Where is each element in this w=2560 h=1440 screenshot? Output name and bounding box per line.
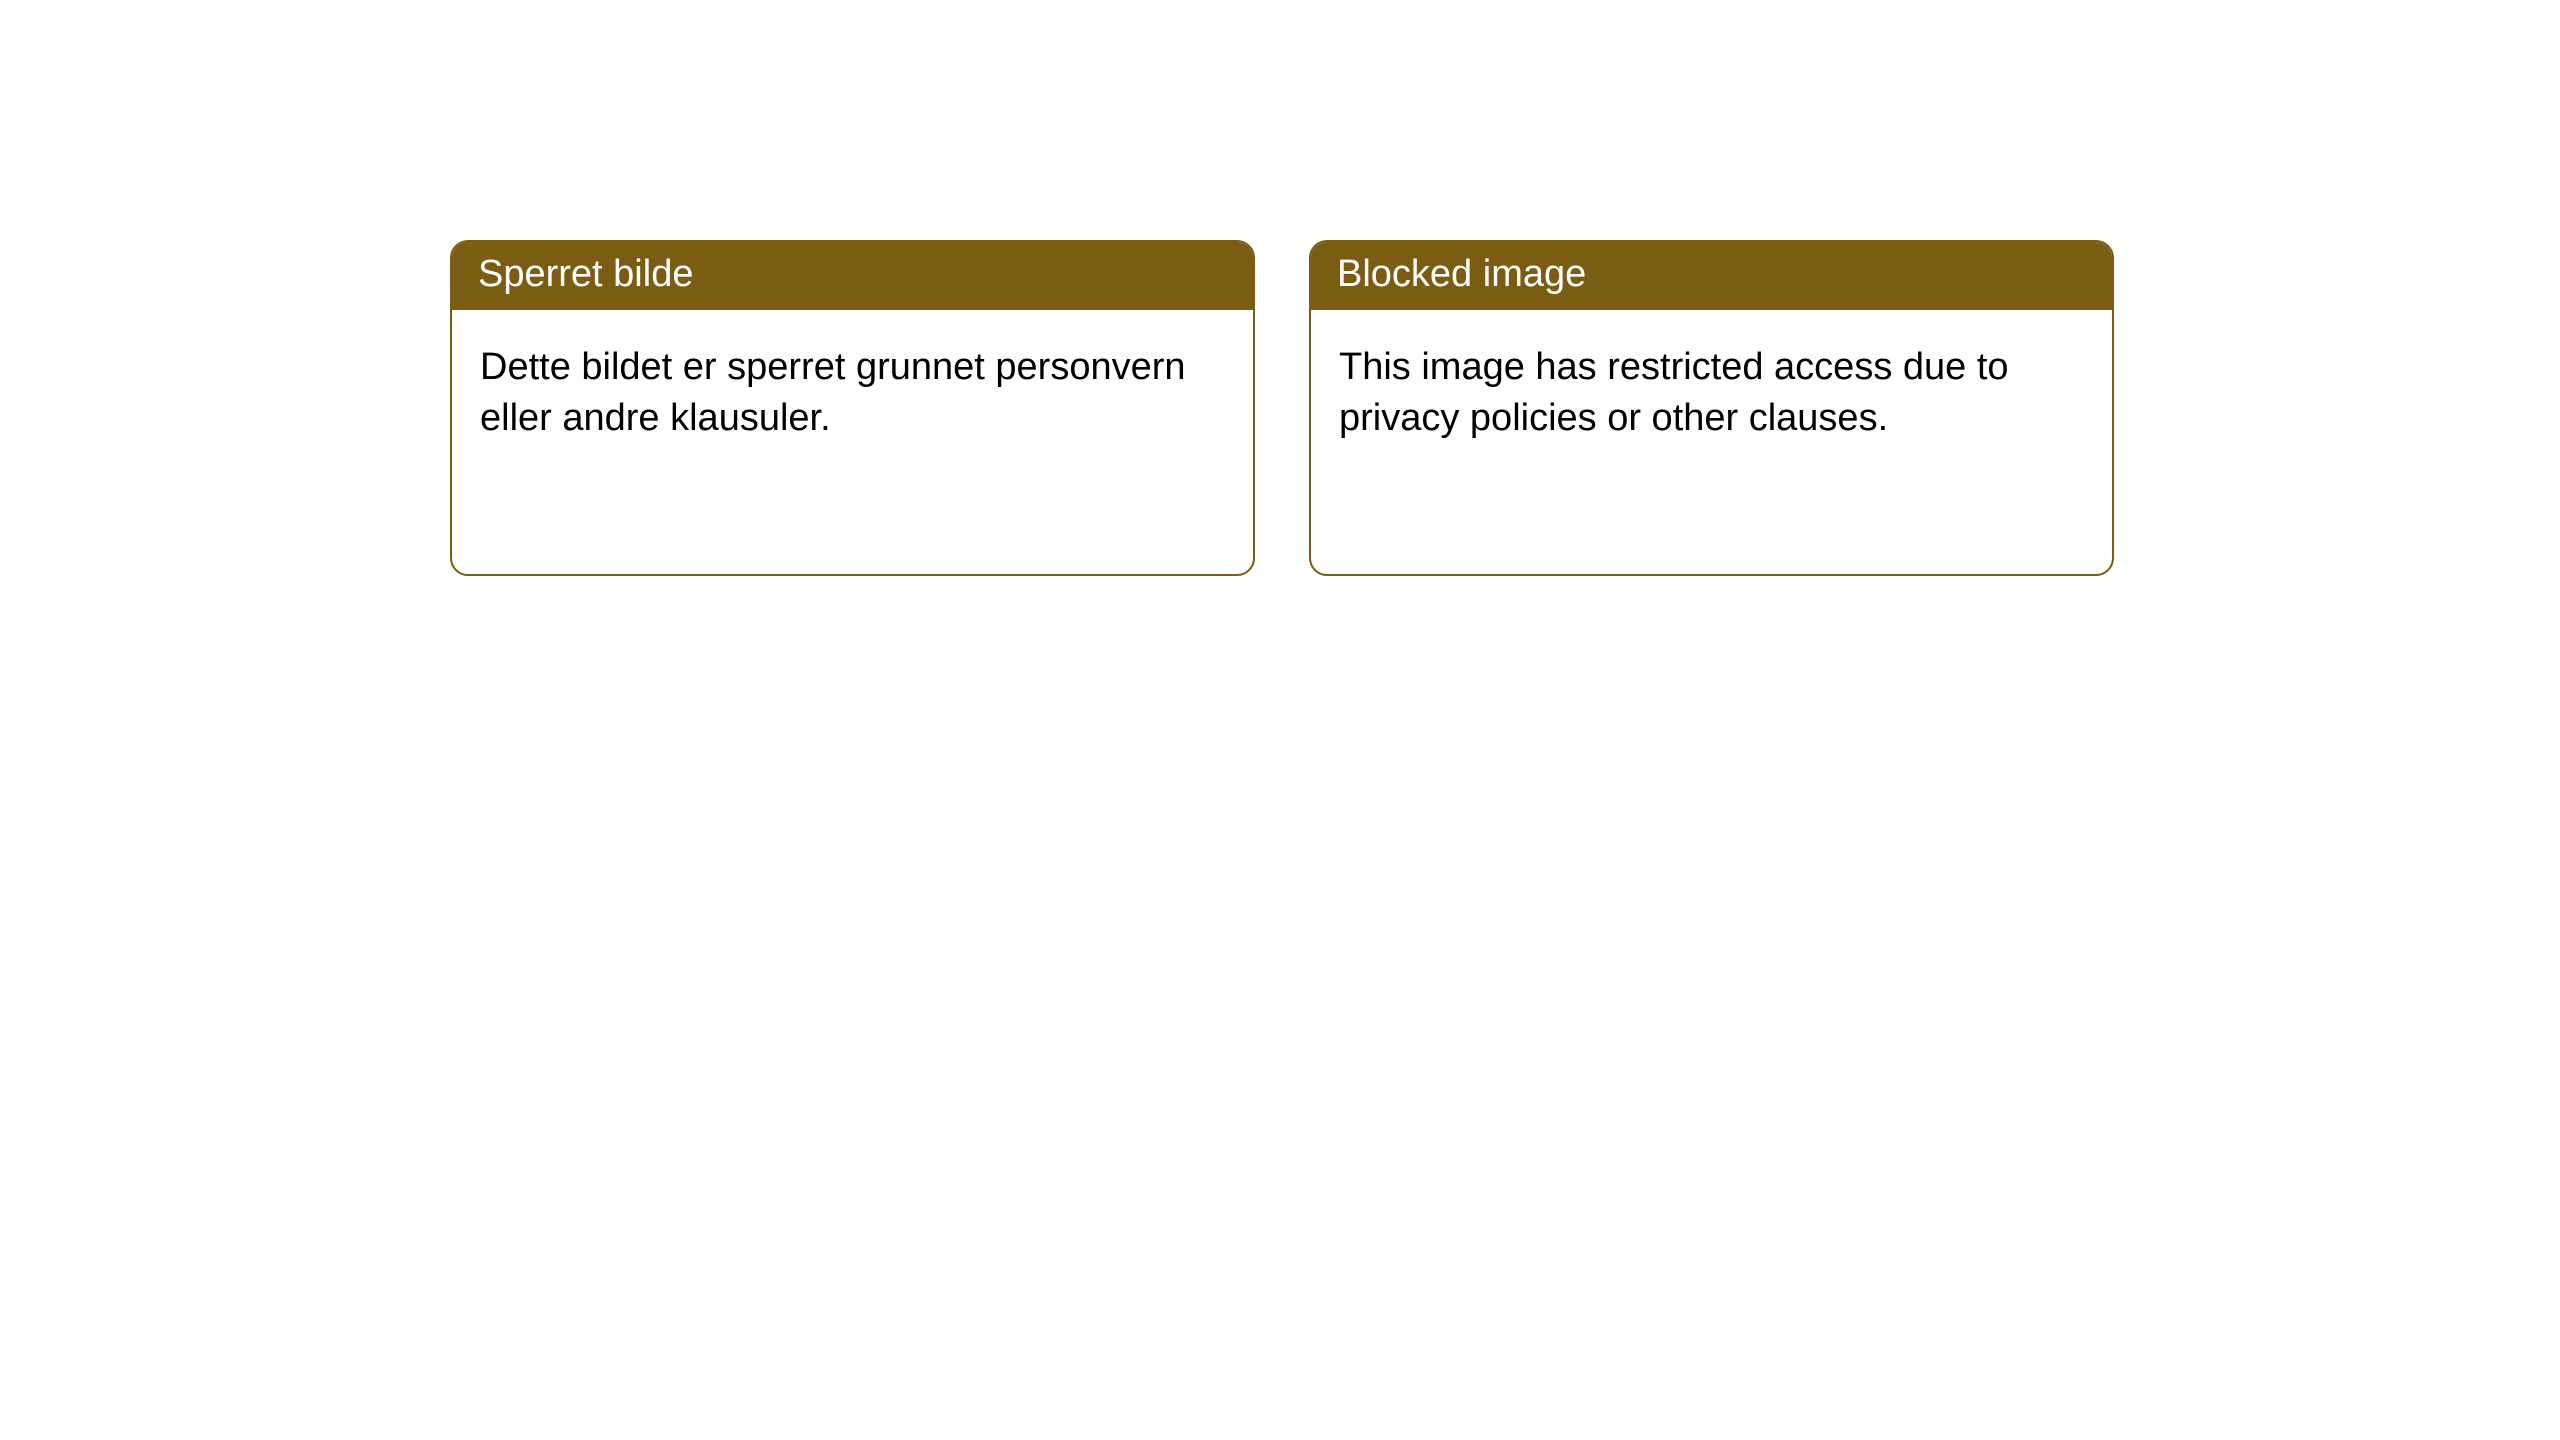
notice-title: Blocked image — [1337, 253, 1586, 295]
notice-card-norwegian: Sperret bilde Dette bildet er sperret gr… — [450, 240, 1255, 576]
notice-card-english: Blocked image This image has restricted … — [1309, 240, 2114, 576]
notice-body-english: This image has restricted access due to … — [1311, 310, 2112, 477]
notice-container: Sperret bilde Dette bildet er sperret gr… — [0, 0, 2560, 576]
notice-header-english: Blocked image — [1311, 242, 2112, 310]
notice-body-text: Dette bildet er sperret grunnet personve… — [480, 346, 1186, 439]
notice-body-norwegian: Dette bildet er sperret grunnet personve… — [452, 310, 1253, 477]
notice-body-text: This image has restricted access due to … — [1339, 346, 2009, 439]
notice-title: Sperret bilde — [478, 253, 693, 295]
notice-header-norwegian: Sperret bilde — [452, 242, 1253, 310]
